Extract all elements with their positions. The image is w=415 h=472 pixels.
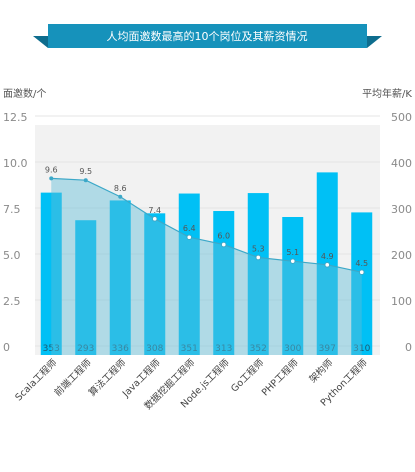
banner-tail-right: [367, 36, 382, 48]
category-label: Scala工程师: [13, 357, 60, 404]
bar-value-label: 336: [112, 344, 129, 354]
line-point: [49, 176, 54, 181]
right-tick-label: 0: [405, 341, 412, 354]
line-value-label: 7.4: [148, 206, 161, 215]
bar-value-label: 397: [319, 344, 336, 354]
bar: [351, 212, 373, 355]
left-tick-label: 7.5: [3, 203, 21, 216]
line-value-label: 6.4: [183, 224, 196, 233]
bar-value-label: 352: [250, 344, 267, 354]
category-label: 架构师: [307, 357, 336, 386]
line-value-label: 4.5: [355, 259, 368, 268]
banner-tail-left: [33, 36, 48, 48]
left-axis-title: 面邀数/个: [3, 87, 46, 100]
bar-value-label: 353: [43, 344, 60, 354]
series-line: [51, 177, 362, 273]
chart-title: 人均面邀数最高的10个岗位及其薪资情况: [107, 29, 308, 43]
right-tick-label: 500: [391, 111, 412, 124]
line-point: [358, 269, 365, 276]
line-point: [324, 262, 331, 268]
bar: [282, 217, 304, 355]
line-series: 9.6 9.5 8.6 7.4 6.4 6.0 5.3 5.1 4.9 4.5: [45, 165, 368, 355]
bar: [109, 200, 131, 355]
left-tick-label: 5.0: [3, 249, 21, 262]
line-value-label: 6.0: [217, 232, 230, 241]
bar-value-label: 308: [146, 344, 163, 354]
left-tick-label: 10.0: [3, 157, 28, 170]
line-value-label: 5.3: [252, 244, 265, 253]
bar-value-label: 313: [215, 344, 232, 354]
area-fill: [51, 178, 362, 355]
right-tick-label: 100: [391, 295, 412, 308]
right-axis-title: 平均年薪/K: [362, 87, 412, 100]
bar: [144, 213, 166, 355]
category-labels: Scala工程师前端工程师算法工程师Java工程师数据挖掘工程师Node.js工…: [13, 357, 370, 413]
left-tick-label: 2.5: [3, 295, 21, 308]
bar-value-label: 310: [353, 344, 370, 354]
line-point: [220, 241, 227, 248]
bar: [75, 220, 97, 355]
right-tick-label: 200: [391, 249, 412, 262]
banner-rect: [48, 24, 367, 48]
left-tick-label: 0: [3, 341, 10, 354]
bar-value-label: 293: [77, 344, 94, 354]
line-point: [151, 216, 158, 222]
line-point: [83, 178, 88, 183]
right-tick-label: 400: [391, 157, 412, 170]
line-value-label: 5.1: [286, 248, 299, 257]
right-axis-ticks: 0 100 200 300 400 500: [391, 111, 412, 354]
line-point: [118, 194, 123, 199]
line-point: [289, 258, 296, 264]
category-label: PHP工程师: [259, 357, 301, 399]
title-banner: 人均面邀数最高的10个岗位及其薪资情况: [33, 24, 382, 48]
line-value-label: 4.9: [321, 252, 334, 261]
line-value-label: 8.6: [114, 184, 127, 193]
left-tick-label: 12.5: [3, 111, 28, 124]
line-point: [186, 234, 193, 241]
line-point: [255, 254, 262, 261]
bar: [40, 192, 62, 355]
line-value-label: 9.6: [45, 165, 58, 174]
line-value-label: 9.5: [79, 167, 92, 176]
right-tick-label: 300: [391, 203, 412, 216]
left-axis-ticks: 0 2.5 5.0 7.5 10.0 12.5: [3, 111, 28, 354]
bar-value-label: 300: [284, 344, 301, 354]
bar-value-label: 351: [181, 344, 198, 354]
bar: [247, 193, 269, 355]
